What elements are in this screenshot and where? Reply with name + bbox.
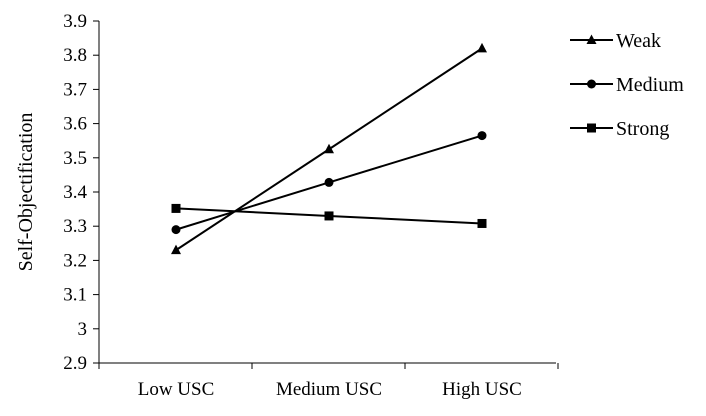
data-point-weak [477,42,487,53]
y-tick-label: 3.6 [63,114,87,135]
legend-marker-square [587,123,596,133]
x-tick-label: Medium USC [276,379,382,400]
y-tick-label: 3.9 [63,11,87,32]
series-group [171,42,487,255]
y-tick-label: 3.4 [63,182,87,203]
x-tick-label: High USC [442,379,522,400]
y-tick-label: 3.3 [63,216,87,237]
legend: Weak Medium Strong [570,30,684,140]
data-point-weak [171,244,181,255]
series-strong [171,203,487,228]
data-point-weak [324,143,334,154]
x-axis-ticks: Low USC Medium USC High USC [98,363,559,400]
legend-label: Weak [616,30,661,52]
y-tick-label: 3.1 [63,285,87,306]
legend-label: Medium [616,74,684,96]
data-point-strong [171,203,181,213]
y-tick-label: 2.9 [63,353,87,374]
y-axis-ticks: 2.9 3 3.1 3.2 3.3 3.4 3.5 3.6 3.7 3.8 3.9 [63,11,99,374]
legend-item-strong: Strong [570,118,669,140]
data-point-medium [324,177,334,187]
data-point-strong [477,218,487,228]
series-medium [171,131,487,235]
x-tick-label: Low USC [138,379,215,400]
y-tick-label: 3.8 [63,45,87,66]
data-point-strong [324,211,334,221]
y-tick-label: 3.2 [63,250,87,271]
legend-item-medium: Medium [570,74,684,96]
data-point-medium [477,131,487,141]
series-weak [171,42,487,255]
legend-marker-triangle [586,34,597,44]
data-point-medium [171,225,181,235]
legend-item-weak: Weak [570,30,661,52]
y-tick-label: 3.7 [63,79,87,100]
plot-area: 2.9 3 3.1 3.2 3.3 3.4 3.5 3.6 3.7 3.8 3.9 Low USC M… [63,11,559,400]
legend-label: Strong [616,118,669,140]
y-tick-label: 3.5 [63,148,87,169]
y-tick-label: 3 [78,319,88,340]
legend-marker-circle [587,79,596,89]
y-axis-title: Self-Objectification [15,113,37,272]
